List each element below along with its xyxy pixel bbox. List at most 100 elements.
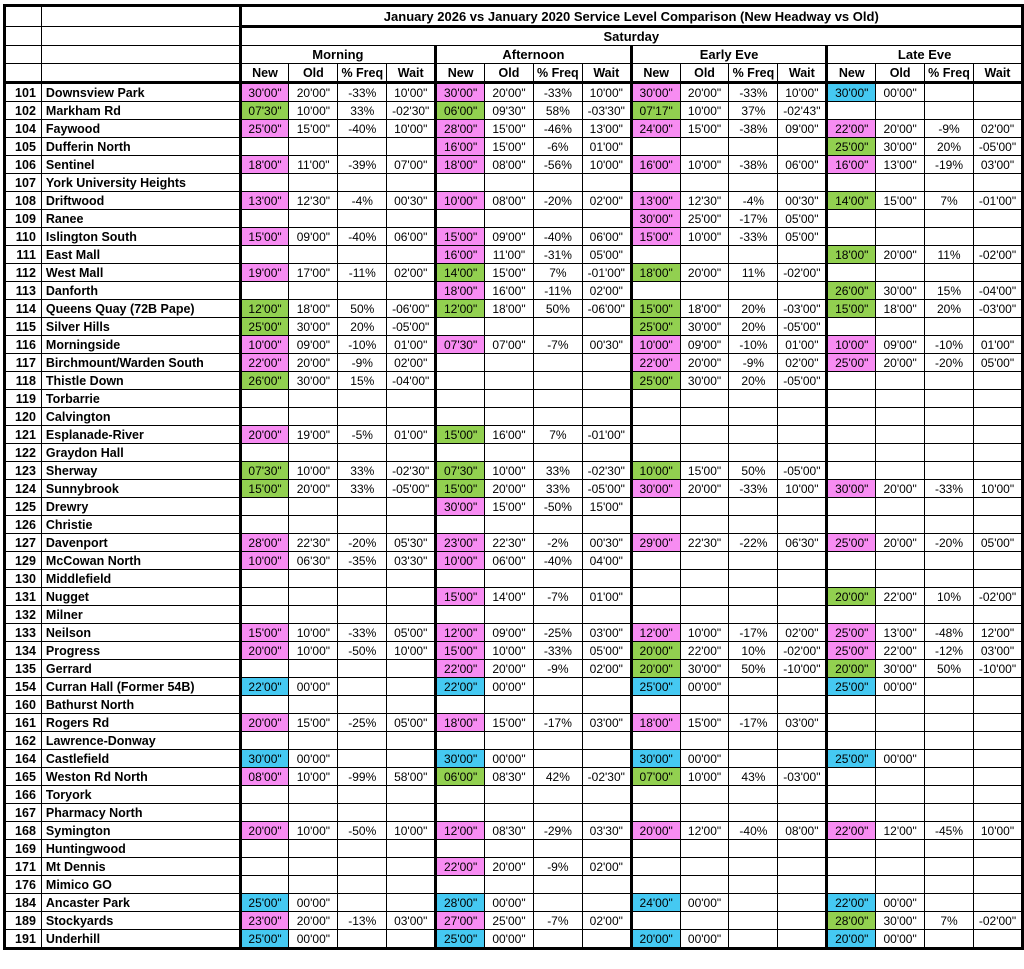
wait-cell: 08'00" [777, 821, 828, 840]
wait-cell: 01'00" [386, 335, 437, 354]
new-cell: 20'00" [825, 587, 877, 606]
wait-cell [972, 425, 1024, 444]
wait-cell [581, 893, 632, 912]
freq-cell [728, 911, 779, 930]
route-number: 191 [4, 929, 42, 949]
freq-cell [337, 893, 388, 912]
new-cell [629, 803, 681, 822]
freq-cell [532, 929, 583, 949]
freq-cell: 7% [924, 191, 974, 210]
new-cell [238, 587, 290, 606]
freq-cell [532, 569, 583, 588]
new-cell [825, 227, 877, 246]
new-cell [434, 515, 486, 534]
new-cell: 28'00" [434, 893, 486, 912]
new-cell [825, 101, 877, 120]
route-number: 112 [4, 263, 42, 282]
freq-cell [728, 803, 779, 822]
route-number: 127 [4, 533, 42, 552]
table-row: 166 Toryork [4, 785, 1024, 804]
old-cell: 20'00" [288, 479, 339, 498]
wait-cell: 03'00" [972, 641, 1024, 660]
wait-cell [972, 785, 1024, 804]
old-cell [875, 767, 926, 786]
new-cell: 10'00" [434, 191, 486, 210]
freq-cell [728, 407, 779, 426]
freq-cell [337, 677, 388, 696]
wait-cell: 05'00" [777, 227, 828, 246]
old-cell: 09'00" [484, 227, 534, 246]
route-name: Calvington [40, 407, 241, 426]
freq-cell: -4% [728, 191, 779, 210]
old-cell [875, 803, 926, 822]
old-cell: 00'00" [288, 893, 339, 912]
old-cell [679, 803, 730, 822]
old-cell: 20'00" [875, 479, 926, 498]
route-name: Graydon Hall [40, 443, 241, 462]
wait-cell [777, 749, 828, 768]
freq-cell [728, 137, 779, 156]
wait-cell [777, 857, 828, 876]
freq-cell [337, 245, 388, 264]
route-name: Driftwood [40, 191, 241, 210]
wait-cell [386, 245, 437, 264]
old-cell: 11'00" [288, 155, 339, 174]
table-row: 160 Bathurst North [4, 695, 1024, 714]
table-row: 135 Gerrard 22'00" 20'00" -9% 02'00" 20'00" 30'… [4, 659, 1024, 678]
wait-cell [581, 389, 632, 408]
new-cell [629, 569, 681, 588]
wait-cell [386, 605, 437, 624]
wait-cell: 10'00" [777, 479, 828, 498]
old-cell [288, 407, 339, 426]
old-cell [288, 731, 339, 750]
freq-cell [728, 785, 779, 804]
new-cell: 30'00" [434, 82, 486, 102]
period-header-morning: Morning [238, 45, 437, 64]
freq-cell [924, 839, 974, 858]
new-cell: 06'00" [434, 767, 486, 786]
old-cell: 09'30" [484, 101, 534, 120]
new-cell [629, 497, 681, 516]
new-cell [629, 407, 681, 426]
new-cell: 23'00" [434, 533, 486, 552]
table-row: 113 Danforth 18'00" 16'00" -11% 02'00" 26'00" 3… [4, 281, 1024, 300]
freq-cell [532, 875, 583, 894]
route-name: Dufferin North [40, 137, 241, 156]
old-cell: 06'30" [288, 551, 339, 570]
new-cell: 20'00" [238, 821, 290, 840]
freq-cell [924, 497, 974, 516]
wait-cell: 05'30" [386, 533, 437, 552]
table-row: 134 Progress 20'00" 10'00" -50% 10'00" 15'00" 1… [4, 641, 1024, 660]
new-cell [629, 911, 681, 930]
new-cell [825, 407, 877, 426]
table-row: 119 Torbarrie [4, 389, 1024, 408]
route-name: Davenport [40, 533, 241, 552]
freq-cell: -10% [728, 335, 779, 354]
old-cell [875, 173, 926, 192]
old-cell: 30'00" [679, 659, 730, 678]
freq-cell [532, 605, 583, 624]
old-cell: 09'00" [679, 335, 730, 354]
wait-cell [386, 929, 437, 949]
wait-cell [972, 371, 1024, 390]
new-cell: 07'30" [434, 461, 486, 480]
freq-cell [728, 875, 779, 894]
old-cell: 00'00" [484, 929, 534, 949]
route-name: Pharmacy North [40, 803, 241, 822]
old-cell [288, 515, 339, 534]
table-row: 131 Nugget 15'00" 14'00" -7% 01'00" 20'00" 22'0… [4, 587, 1024, 606]
route-number: 115 [4, 317, 42, 336]
freq-cell [924, 893, 974, 912]
freq-cell [532, 389, 583, 408]
old-cell [875, 443, 926, 462]
route-name: Thistle Down [40, 371, 241, 390]
wait-cell [386, 209, 437, 228]
freq-cell [728, 551, 779, 570]
freq-cell: -33% [728, 82, 779, 102]
route-number: 176 [4, 875, 42, 894]
new-cell: 20'00" [825, 659, 877, 678]
table-row: 121 Esplanade-River 20'00" 19'00" -5% 01'00" 1… [4, 425, 1024, 444]
route-name: Sunnybrook [40, 479, 241, 498]
corner-cell [40, 63, 241, 84]
freq-cell [728, 389, 779, 408]
